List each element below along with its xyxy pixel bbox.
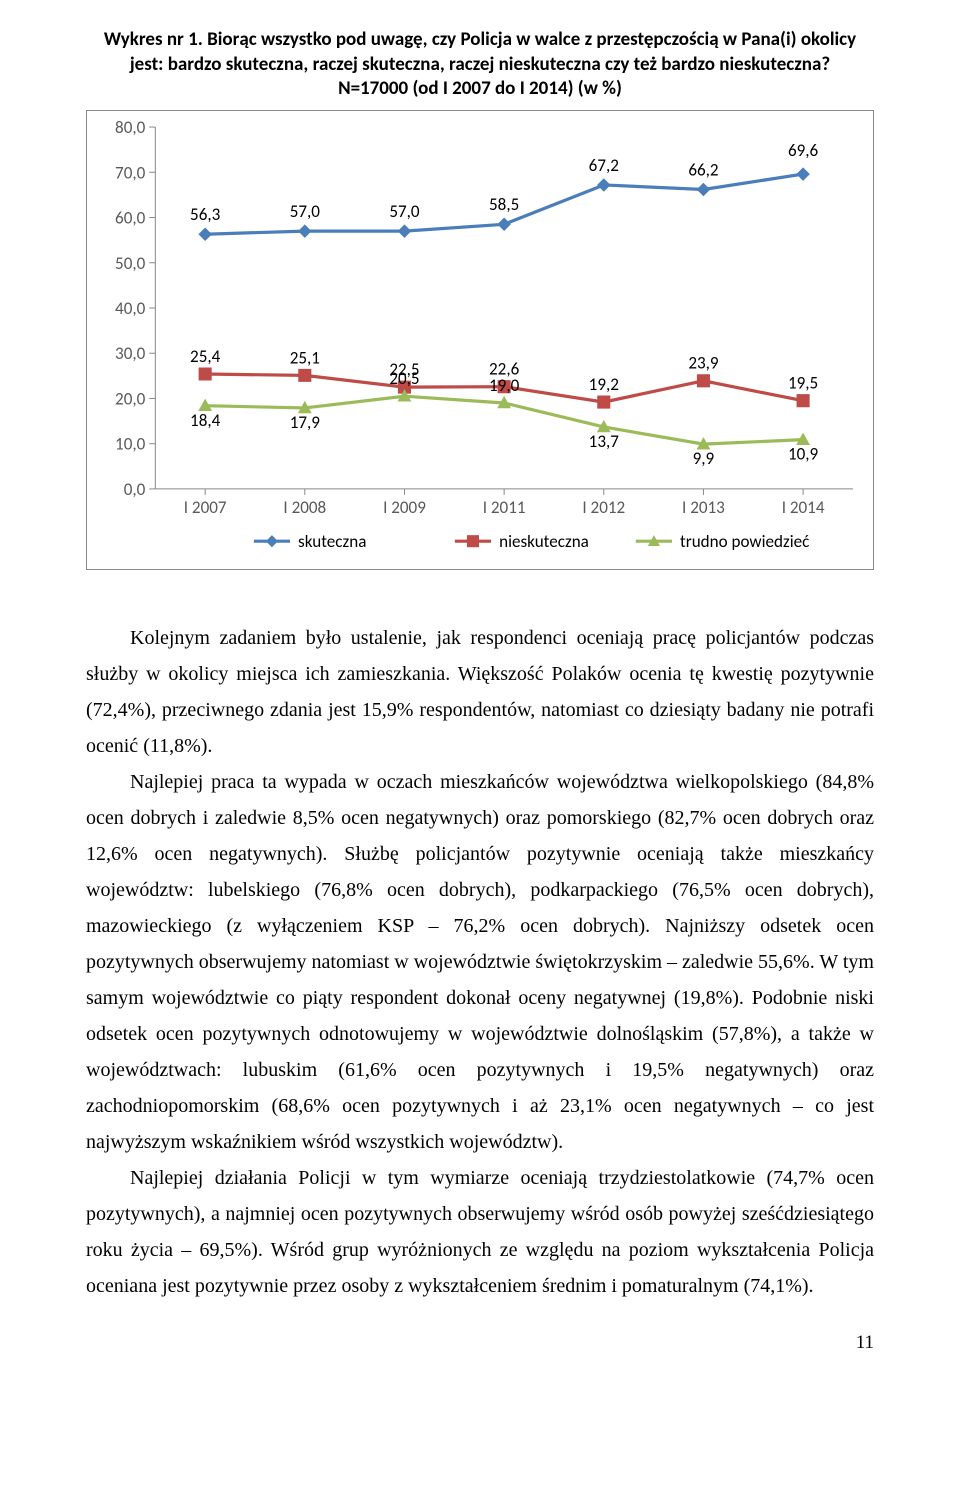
chart-title-line-1: Wykres nr 1. Biorąc wszystko pod uwagę, … [104, 28, 856, 51]
paragraph-1: Kolejnym zadaniem było ustalenie, jak re… [86, 620, 874, 764]
svg-text:9,9: 9,9 [693, 448, 715, 469]
svg-text:0,0: 0,0 [124, 479, 146, 500]
svg-text:I 2009: I 2009 [383, 497, 426, 518]
svg-text:67,2: 67,2 [589, 155, 619, 176]
svg-text:69,6: 69,6 [788, 140, 819, 161]
svg-text:30,0: 30,0 [115, 343, 146, 364]
svg-text:80,0: 80,0 [115, 117, 146, 138]
svg-text:trudno powiedzieć: trudno powiedzieć [680, 531, 809, 552]
svg-text:23,9: 23,9 [688, 353, 719, 374]
svg-text:57,0: 57,0 [389, 201, 420, 222]
chart-title-line-3: N=17000 (od I 2007 do I 2014) (w %) [338, 77, 622, 100]
page-number: 11 [86, 1332, 874, 1354]
paragraph-2: Najlepiej praca ta wypada w oczach miesz… [86, 764, 874, 1160]
svg-text:56,3: 56,3 [190, 204, 220, 225]
svg-text:19,5: 19,5 [788, 373, 818, 394]
svg-text:25,1: 25,1 [290, 347, 320, 368]
line-chart: 0,0 10,0 20,0 30,0 40,0 50,0 60,0 70,0 80,0 I 200… [93, 117, 867, 559]
svg-text:19,2: 19,2 [589, 374, 619, 395]
svg-text:17,9: 17,9 [290, 412, 321, 433]
svg-text:40,0: 40,0 [115, 298, 146, 319]
svg-text:19,0: 19,0 [489, 375, 520, 396]
svg-text:I 2011: I 2011 [483, 497, 526, 518]
svg-text:18,4: 18,4 [190, 410, 221, 431]
body-text: Kolejnym zadaniem było ustalenie, jak re… [86, 620, 874, 1304]
svg-text:I 2014: I 2014 [782, 497, 825, 518]
svg-text:70,0: 70,0 [115, 162, 146, 183]
svg-text:10,0: 10,0 [115, 434, 146, 455]
svg-text:50,0: 50,0 [115, 253, 146, 274]
svg-text:57,0: 57,0 [290, 201, 321, 222]
svg-text:I 2008: I 2008 [283, 497, 326, 518]
svg-text:10,9: 10,9 [788, 444, 819, 465]
svg-text:I 2012: I 2012 [582, 497, 625, 518]
svg-text:60,0: 60,0 [115, 208, 146, 229]
chart-title: Wykres nr 1. Biorąc wszystko pod uwagę, … [86, 28, 874, 102]
svg-text:I 2013: I 2013 [682, 497, 725, 518]
chart-container: 0,0 10,0 20,0 30,0 40,0 50,0 60,0 70,0 80,0 I 200… [86, 110, 874, 570]
svg-text:25,4: 25,4 [190, 346, 221, 367]
svg-text:13,7: 13,7 [589, 431, 620, 452]
svg-text:58,5: 58,5 [489, 194, 519, 215]
svg-text:20,5: 20,5 [389, 368, 419, 389]
svg-text:I 2007: I 2007 [184, 497, 227, 518]
svg-text:nieskuteczna: nieskuteczna [499, 531, 589, 552]
svg-text:skuteczna: skuteczna [298, 531, 366, 552]
paragraph-3: Najlepiej działania Policji w tym wymiar… [86, 1160, 874, 1304]
svg-text:20,0: 20,0 [115, 389, 146, 410]
svg-text:66,2: 66,2 [688, 159, 718, 180]
chart-title-line-2: jest: bardzo skuteczna, raczej skuteczna… [130, 53, 830, 76]
